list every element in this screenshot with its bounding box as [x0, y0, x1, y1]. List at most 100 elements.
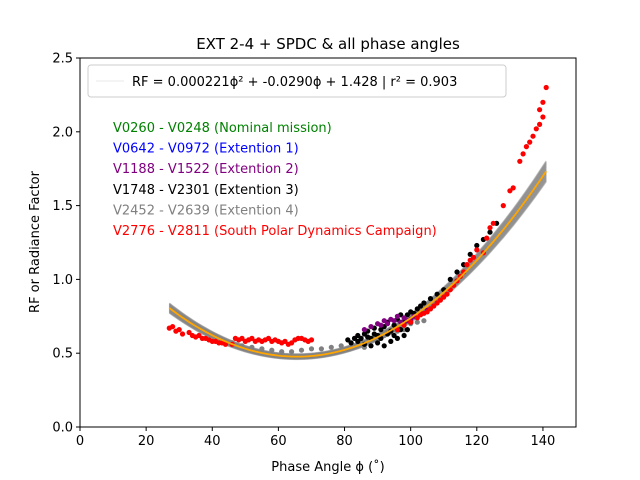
data-point: [533, 126, 539, 132]
data-point: [222, 341, 229, 347]
data-point: [517, 158, 523, 164]
dataset-annotation: V1188 - V1522 (Extention 2): [113, 162, 299, 177]
data-point: [414, 315, 420, 321]
data-point: [484, 235, 490, 241]
data-point: [474, 242, 480, 249]
data-point: [355, 338, 361, 344]
x-tick-label: 100: [398, 434, 423, 449]
legend-box: [87, 64, 507, 98]
data-point: [487, 225, 493, 231]
x-tick-label: 80: [336, 434, 353, 449]
data-point: [427, 296, 434, 302]
y-axis-label: RF or Radiance Factor: [28, 170, 43, 313]
data-point: [308, 337, 315, 343]
data-point: [464, 262, 470, 268]
data-point: [249, 344, 255, 350]
data-point: [308, 346, 315, 352]
data-point: [421, 318, 427, 324]
x-axis-ticks: 0 20 40 60 80 100 120 140: [76, 427, 555, 449]
data-point: [239, 335, 245, 341]
data-point: [391, 318, 397, 324]
data-point: [170, 324, 176, 330]
data-point: [345, 337, 351, 343]
data-point: [401, 332, 407, 339]
dataset-annotation: V2452 - V2639 (Extention 4): [113, 203, 299, 218]
data-point: [467, 251, 473, 257]
fit-band-line: [168, 180, 547, 360]
data-point: [394, 313, 400, 319]
data-point: [176, 327, 182, 333]
data-point: [378, 322, 384, 328]
x-tick-label: 40: [204, 434, 221, 449]
data-point: [421, 300, 427, 306]
data-point: [388, 338, 394, 344]
data-point: [378, 327, 384, 333]
data-point: [487, 229, 493, 235]
data-point: [510, 185, 516, 191]
data-point: [500, 203, 506, 209]
data-point: [394, 335, 400, 341]
data-point: [186, 329, 192, 336]
data-point: [249, 335, 255, 341]
data-point: [537, 107, 543, 113]
data-point: [361, 327, 367, 333]
data-point: [520, 151, 526, 157]
legend-entry-fit: RF = 0.000221ϕ² + -0.0290ϕ + 1.428 | r² …: [132, 75, 457, 90]
data-point: [437, 297, 443, 303]
fit-band-line: [168, 180, 547, 360]
data-point: [368, 324, 374, 330]
data-point: [375, 340, 381, 346]
fit-band-line: [168, 181, 547, 361]
data-point: [537, 121, 543, 127]
data-point: [279, 349, 285, 355]
x-tick-label: 120: [464, 434, 489, 449]
y-tick-label: 0.5: [52, 347, 73, 362]
x-tick-label: 0: [76, 434, 84, 449]
legend: RF = 0.000221ϕ² + -0.0290ϕ + 1.428 | r² …: [87, 64, 507, 98]
y-tick-label: 1.0: [52, 273, 73, 288]
dataset-annotation: V0260 - V0248 (Nominal mission): [113, 121, 332, 136]
data-point: [298, 347, 305, 353]
data-point: [454, 269, 460, 275]
data-point: [474, 247, 480, 253]
data-point: [348, 340, 354, 346]
data-point: [381, 343, 387, 349]
fit-band-line: [168, 179, 547, 360]
data-point: [391, 322, 397, 328]
data-point: [269, 347, 275, 353]
data-point: [540, 114, 546, 120]
x-tick-label: 140: [531, 434, 556, 449]
data-point: [179, 331, 186, 337]
data-point: [431, 303, 437, 309]
x-axis-label: Phase Angle ϕ (˚): [271, 459, 384, 475]
fit-line: [168, 170, 547, 358]
data-point: [523, 144, 530, 150]
data-point: [404, 327, 410, 333]
y-tick-label: 0.0: [52, 421, 73, 436]
data-point: [384, 321, 391, 327]
data-point: [424, 309, 430, 315]
data-point: [447, 276, 453, 282]
data-point: [434, 291, 440, 297]
data-point: [527, 139, 533, 145]
y-tick-label: 1.5: [52, 199, 73, 214]
dataset-annotation: V1748 - V2301 (Extention 3): [113, 183, 299, 198]
data-point: [414, 319, 420, 325]
data-point: [490, 220, 496, 226]
data-point: [418, 303, 424, 309]
data-point: [318, 346, 324, 352]
data-point: [338, 343, 344, 349]
data-point: [289, 349, 295, 355]
dataset-annotation: V0642 - V0972 (Extention 1): [113, 142, 299, 157]
data-point: [470, 254, 477, 260]
data-point: [543, 84, 549, 91]
data-point: [381, 318, 387, 324]
plot-frame: [79, 57, 577, 428]
data-point: [328, 344, 334, 350]
y-tick-label: 2.5: [52, 52, 73, 67]
x-tick-label: 20: [138, 434, 155, 449]
data-point: [368, 343, 374, 349]
data-point: [408, 319, 414, 325]
dataset-annotations: V0260 - V0248 (Nominal mission) V0642 - V…: [113, 121, 437, 239]
